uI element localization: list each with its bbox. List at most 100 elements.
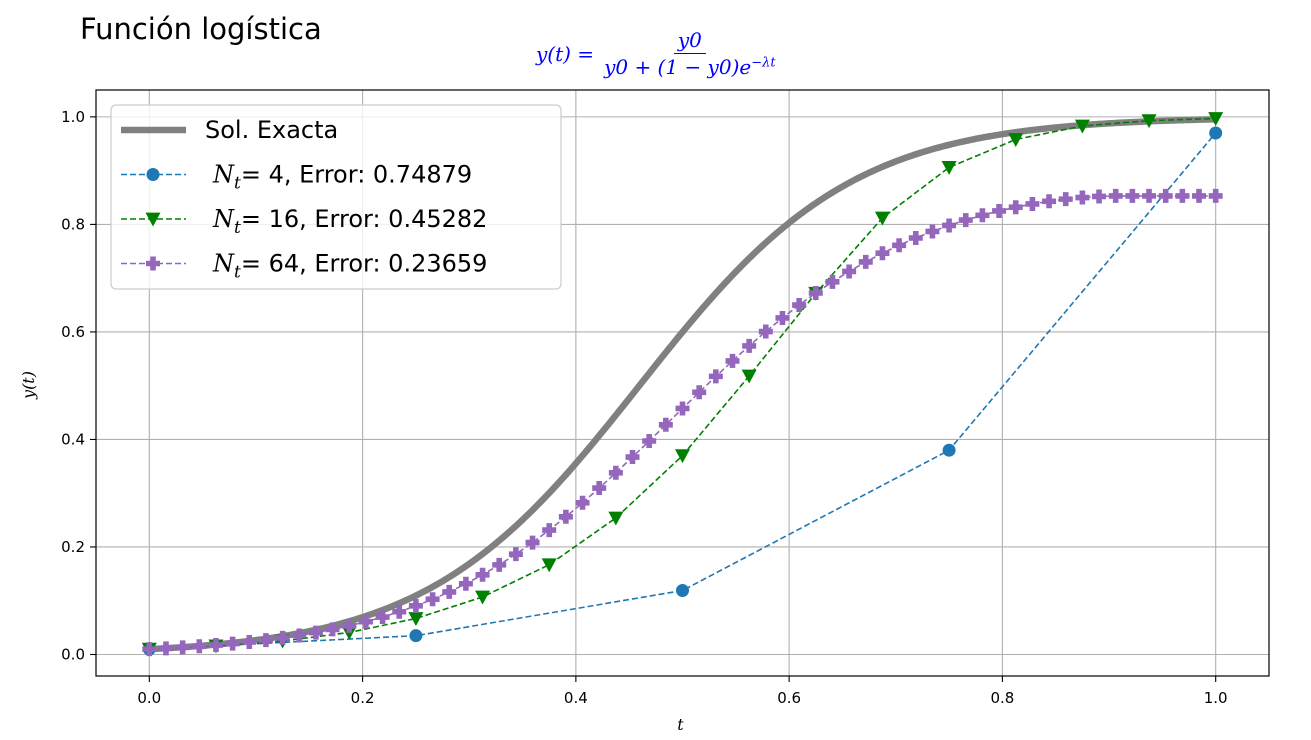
grid-lines — [96, 90, 1269, 676]
data-point-nt16 — [941, 161, 957, 175]
formula-subtitle: y(t) = y0 y0 + (1 − y0)e−λt — [536, 28, 780, 79]
data-point-nt64 — [492, 557, 507, 572]
legend-swatch-marker-nt64 — [146, 256, 160, 271]
data-point-nt4 — [409, 629, 423, 643]
data-point-nt64 — [275, 630, 290, 645]
formula-exponent: −λt — [751, 55, 776, 71]
data-point-nt64 — [1158, 188, 1173, 203]
data-point-nt64 — [1108, 188, 1123, 203]
data-point-nt64 — [858, 254, 873, 269]
legend-label-nt64: Nt= 64, Error: 0.23659 — [212, 250, 487, 283]
data-point-nt64 — [425, 592, 440, 607]
data-point-nt64 — [875, 246, 890, 261]
data-point-nt16 — [1141, 114, 1157, 129]
data-point-nt4 — [676, 584, 689, 598]
data-point-nt64 — [658, 417, 673, 432]
data-point-nt64 — [792, 298, 807, 313]
data-point-nt64 — [642, 434, 657, 449]
data-point-nt64 — [408, 598, 423, 613]
data-point-nt64 — [242, 634, 257, 649]
data-point-nt64 — [508, 547, 523, 562]
data-point-nt64 — [575, 495, 590, 510]
data-point-nt64 — [1092, 189, 1107, 204]
data-point-nt64 — [908, 231, 923, 246]
data-point-nt64 — [808, 286, 823, 301]
data-point-nt16 — [1208, 112, 1224, 126]
data-point-nt16 — [541, 558, 557, 573]
data-point-nt4 — [942, 443, 956, 457]
y-tick-label: 0.4 — [61, 430, 85, 448]
data-point-nt16 — [608, 511, 624, 526]
data-point-nt64 — [325, 622, 340, 637]
data-point-nt64 — [225, 636, 240, 651]
data-point-nt16 — [475, 590, 491, 605]
data-point-nt64 — [208, 638, 223, 653]
data-point-nt64 — [1008, 200, 1023, 215]
legend-label-nt16: Nt= 16, Error: 0.45282 — [212, 205, 487, 238]
data-point-nt64 — [1058, 192, 1073, 207]
x-tick-label: 0.2 — [351, 689, 375, 707]
formula-fraction: y0 y0 + (1 − y0)e−λt — [600, 28, 780, 79]
data-point-nt64 — [608, 465, 623, 480]
y-tick-label: 0.2 — [61, 538, 85, 556]
data-point-nt64 — [292, 628, 307, 643]
y-tick-label: 0.8 — [61, 215, 85, 233]
y-tick-label: 0.0 — [61, 645, 85, 663]
legend-label-exact: Sol. Exacta — [205, 116, 338, 144]
data-point-nt64 — [258, 633, 273, 648]
data-point-nt64 — [525, 535, 540, 550]
data-point-nt64 — [1208, 188, 1223, 203]
data-point-nt16 — [1008, 133, 1024, 147]
data-point-nt64 — [958, 213, 973, 228]
x-tick-label: 0.0 — [137, 689, 161, 707]
data-point-nt64 — [1192, 188, 1207, 203]
data-point-nt64 — [475, 567, 490, 582]
data-point-nt64 — [142, 642, 157, 657]
data-point-nt64 — [542, 523, 557, 538]
data-point-nt64 — [758, 324, 773, 339]
data-point-nt64 — [1142, 188, 1157, 203]
data-point-nt64 — [925, 224, 940, 239]
legend: Sol. Exacta Nt= 4, Error: 0.74879 Nt= 16, … — [110, 104, 562, 290]
data-point-nt64 — [775, 310, 790, 325]
data-point-nt64 — [742, 338, 757, 353]
data-point-nt64 — [692, 385, 707, 400]
data-point-nt16 — [408, 612, 424, 626]
plot-frame — [95, 89, 1270, 677]
formula-denominator: y0 + (1 − y0)e−λt — [600, 54, 780, 79]
legend-swatch-marker-nt16 — [145, 212, 161, 227]
y-axis-label: y(t) — [19, 371, 38, 400]
data-point-nt64 — [175, 640, 190, 655]
data-point-nt64 — [825, 274, 840, 289]
data-point-nt64 — [942, 218, 957, 233]
x-tick-label: 0.6 — [777, 689, 801, 707]
legend-swatch-marker-nt4 — [146, 168, 160, 181]
data-point-nt64 — [392, 604, 407, 619]
series-layer — [141, 112, 1224, 657]
data-point-nt64 — [375, 610, 390, 625]
data-point-nt64 — [1042, 194, 1057, 209]
data-point-nt64 — [992, 203, 1007, 218]
data-point-nt64 — [158, 641, 173, 656]
data-point-nt64 — [625, 450, 640, 465]
data-point-nt64 — [842, 264, 857, 279]
data-point-nt64 — [1175, 188, 1190, 203]
x-tick-label: 0.8 — [990, 689, 1014, 707]
axes: 0.0 0.2 0.4 0.6 0.8 1.0 0.0 0.2 0.4 0.6 0.8 1.0 t y(t… — [19, 108, 1228, 734]
data-point-nt64 — [975, 208, 990, 223]
formula-lhs: y(t) = — [536, 41, 595, 66]
data-point-nt16 — [341, 626, 357, 640]
data-point-nt64 — [192, 639, 207, 654]
data-point-nt64 — [725, 353, 740, 368]
series-line-nt4 — [149, 132, 1217, 650]
legend-box — [110, 104, 562, 290]
data-point-nt64 — [1125, 188, 1140, 203]
data-point-nt64 — [458, 576, 473, 591]
data-point-nt64 — [342, 618, 357, 633]
data-point-nt64 — [442, 584, 457, 599]
formula-denominator-main: y0 + (1 − y0)e — [604, 55, 752, 79]
formula-numerator: y0 — [673, 28, 706, 54]
data-point-nt4 — [1209, 126, 1223, 140]
y-tick-label: 0.6 — [61, 323, 85, 341]
